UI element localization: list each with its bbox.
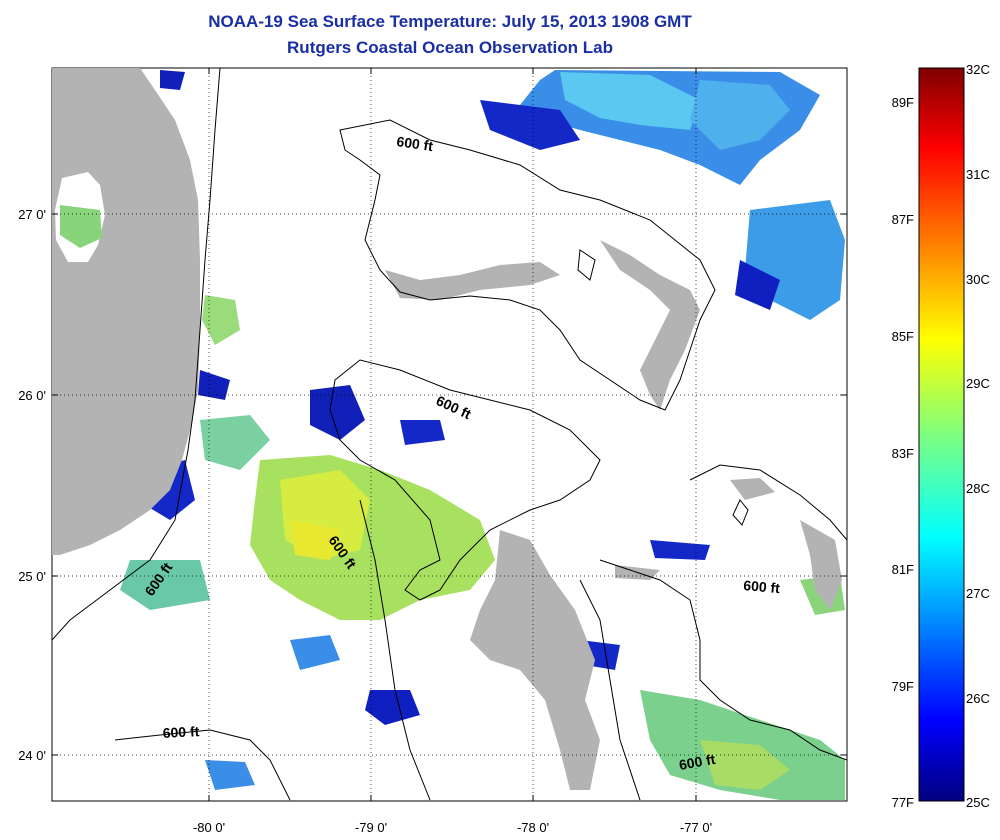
fahrenheit-label: 77F	[892, 795, 914, 810]
lake-sst-patch	[60, 205, 102, 248]
contour-label: 600 ft	[678, 751, 717, 773]
y-tick-label: 26 0'	[18, 388, 46, 403]
celsius-label: 32C	[966, 62, 990, 77]
fahrenheit-label: 83F	[892, 446, 914, 461]
y-tick-label: 25 0'	[18, 569, 46, 584]
x-tick-label: -79 0'	[355, 820, 387, 835]
fahrenheit-label: 85F	[892, 329, 914, 344]
celsius-label: 28C	[966, 481, 990, 496]
x-tick-label: -80 0'	[193, 820, 225, 835]
axis-ticks	[52, 68, 847, 801]
celsius-label: 27C	[966, 586, 990, 601]
celsius-label: 31C	[966, 167, 990, 182]
fahrenheit-label: 79F	[892, 679, 914, 694]
fahrenheit-label: 81F	[892, 562, 914, 577]
colorbar-celsius-labels: 32C 31C 30C 29C 28C 27C 26C 25C	[966, 62, 990, 810]
y-tick-label: 27 0'	[18, 207, 46, 222]
contour-label: 600 ft	[162, 723, 200, 741]
fahrenheit-label: 87F	[892, 212, 914, 227]
x-tick-label: -77 0'	[680, 820, 712, 835]
sst-data-layer	[58, 70, 845, 800]
contour-label: 600 ft	[396, 133, 435, 154]
x-tick-labels: -80 0' -79 0' -78 0' -77 0'	[193, 820, 712, 835]
map-gridlines	[52, 68, 847, 801]
contour-label: 600 ft	[743, 577, 781, 596]
celsius-label: 30C	[966, 272, 990, 287]
bathymetry-contours	[52, 68, 847, 801]
celsius-label: 26C	[966, 691, 990, 706]
map-title: NOAA-19 Sea Surface Temperature: July 15…	[208, 12, 692, 31]
colorbar-fahrenheit-labels: 89F 87F 85F 83F 81F 79F 77F	[892, 95, 914, 810]
map-subtitle: Rutgers Coastal Ocean Observation Lab	[287, 38, 613, 57]
colorbar	[918, 67, 965, 802]
y-tick-labels: 27 0' 26 0' 25 0' 24 0'	[18, 207, 46, 763]
celsius-label: 29C	[966, 376, 990, 391]
x-tick-label: -78 0'	[517, 820, 549, 835]
celsius-label: 25C	[966, 795, 990, 810]
fahrenheit-label: 89F	[892, 95, 914, 110]
y-tick-label: 24 0'	[18, 748, 46, 763]
